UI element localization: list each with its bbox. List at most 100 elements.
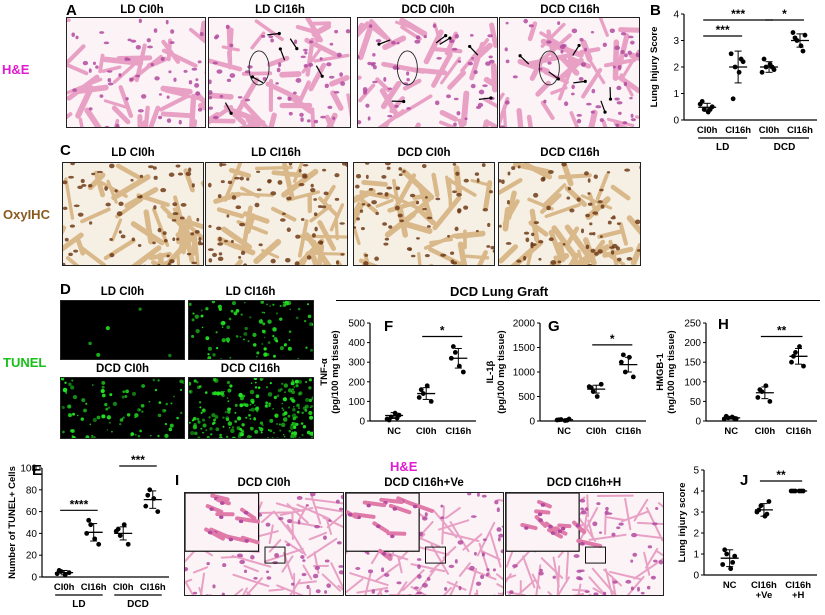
- data-point: [84, 531, 90, 536]
- data-point: [448, 355, 454, 361]
- oxyl-title-3: DCD CI0h: [397, 147, 451, 159]
- panel-letter-g: G: [548, 318, 560, 335]
- y-tick-label: 2000: [513, 319, 536, 330]
- sig-label: ***: [731, 7, 745, 21]
- he-title-4: DCD CI16h: [540, 4, 600, 16]
- tunel-title-2: LD CI16h: [225, 286, 276, 298]
- he-title-1: LD CI0h: [120, 4, 164, 16]
- group-label: DCD: [774, 142, 796, 153]
- data-point: [394, 415, 400, 421]
- data-point: [764, 511, 770, 517]
- data-point: [728, 51, 734, 57]
- chart-j: 0 1 2 3 4 5 Lung injury score NC CI16h +Ve CI16h +H…: [677, 466, 817, 601]
- data-point: [763, 64, 769, 70]
- y-tick-label: 1: [693, 550, 699, 561]
- tunel-image-dcd-ci16h: [188, 377, 314, 439]
- x-tick-label: CI16h: [615, 426, 641, 437]
- y-tick-label: 100: [348, 397, 365, 408]
- y-axis-title: IL-1β(pg/100 mg tissue): [485, 330, 507, 413]
- data-point: [618, 359, 624, 365]
- panel-letter-d: D: [60, 281, 71, 298]
- dcd-graft-label: DCD Lung Graft: [450, 284, 549, 299]
- data-point: [588, 385, 594, 391]
- data-point: [117, 533, 123, 538]
- panel-letter-b: B: [650, 2, 661, 19]
- data-point: [720, 562, 726, 567]
- oxyl-title-4: DCD CI16h: [540, 147, 600, 159]
- tunel-image-ld-ci16h: [188, 300, 314, 360]
- data-point: [790, 30, 796, 35]
- data-point: [732, 553, 738, 559]
- data-point: [452, 350, 458, 355]
- sig-label: **: [777, 324, 787, 338]
- data-point: [622, 369, 628, 375]
- data-point: [620, 352, 626, 358]
- x-tick-label: CI0h: [416, 426, 437, 437]
- x-tick-label: CI0h: [697, 125, 718, 136]
- y-tick-label: 0: [529, 417, 535, 428]
- data-point: [766, 499, 772, 504]
- i-image-dcd-ci16h-ve: [345, 492, 504, 596]
- x-tick-label: CI0h: [54, 582, 75, 593]
- y-tick-label: 2: [693, 529, 699, 540]
- tunel-title-4: DCD CI16h: [220, 363, 281, 375]
- data-point: [66, 570, 72, 576]
- i-title-3: DCD CI16h+H: [546, 477, 622, 489]
- data-point: [392, 410, 398, 416]
- data-point: [418, 387, 424, 393]
- data-point: [732, 64, 738, 70]
- x-tick-label: CI16h: [725, 125, 751, 136]
- sig-label: ***: [716, 23, 730, 37]
- x-tick-label: CI0h: [755, 426, 776, 437]
- y-axis-title: Lung Injury Score: [649, 27, 660, 108]
- y-axis-title: TNF-α(pg/100 mg tissue): [319, 330, 341, 413]
- data-point: [798, 43, 804, 49]
- chart-b: 0 1 2 3 4 Lung Injury Score CI0h CI16h CI0h CI16h…: [649, 7, 817, 153]
- oxyl-image-ld-ci0h: [62, 162, 204, 266]
- data-point: [758, 503, 764, 509]
- x-tick-label: CI0h: [586, 426, 607, 437]
- panel-letter-i: I: [175, 472, 180, 489]
- data-point: [147, 487, 153, 493]
- he-image-dcd-ci16h: [499, 17, 640, 128]
- y-tick-label: 100: [684, 377, 701, 388]
- y-tick-label: 0: [695, 417, 701, 428]
- y-tick-label: 3: [693, 508, 699, 519]
- data-point: [800, 48, 806, 54]
- data-point: [556, 417, 562, 423]
- row-label-oxyl: OxyIHC: [3, 207, 50, 222]
- data-point: [759, 69, 765, 75]
- panel-letter-c: C: [60, 142, 71, 159]
- data-point: [789, 359, 794, 365]
- sig-label: ***: [131, 453, 145, 467]
- sig-label: **: [776, 468, 786, 482]
- data-point: [121, 522, 127, 528]
- oxyl-image-ld-ci16h: [205, 162, 348, 266]
- data-point: [755, 395, 761, 400]
- data-point: [626, 354, 632, 360]
- row-label-he-i: H&E: [390, 459, 418, 474]
- tunel-image-ld-ci0h: [60, 300, 185, 360]
- data-point: [456, 363, 462, 369]
- data-point: [767, 399, 773, 404]
- data-point: [707, 107, 713, 112]
- y-tick-label: 200: [348, 377, 365, 388]
- y-tick-label: 4: [673, 10, 679, 21]
- data-point: [790, 488, 796, 494]
- x-tick-label: NC: [387, 426, 401, 437]
- data-point: [801, 363, 806, 369]
- x-tick-label: CI16h: [786, 426, 812, 437]
- group-label: LD: [716, 142, 729, 153]
- data-point: [92, 536, 98, 542]
- data-point: [798, 488, 804, 494]
- y-tick-label: 100: [20, 464, 37, 475]
- data-point: [757, 387, 763, 393]
- y-tick-label: 50: [690, 397, 702, 408]
- i-image-dcd-ci16h-h: [505, 492, 664, 596]
- x-tick-label: CI16h +H: [785, 580, 811, 601]
- he-title-3: DCD CI0h: [401, 4, 455, 16]
- data-point: [594, 394, 600, 399]
- y-tick-label: 150: [684, 358, 701, 369]
- y-tick-label: 40: [26, 529, 38, 540]
